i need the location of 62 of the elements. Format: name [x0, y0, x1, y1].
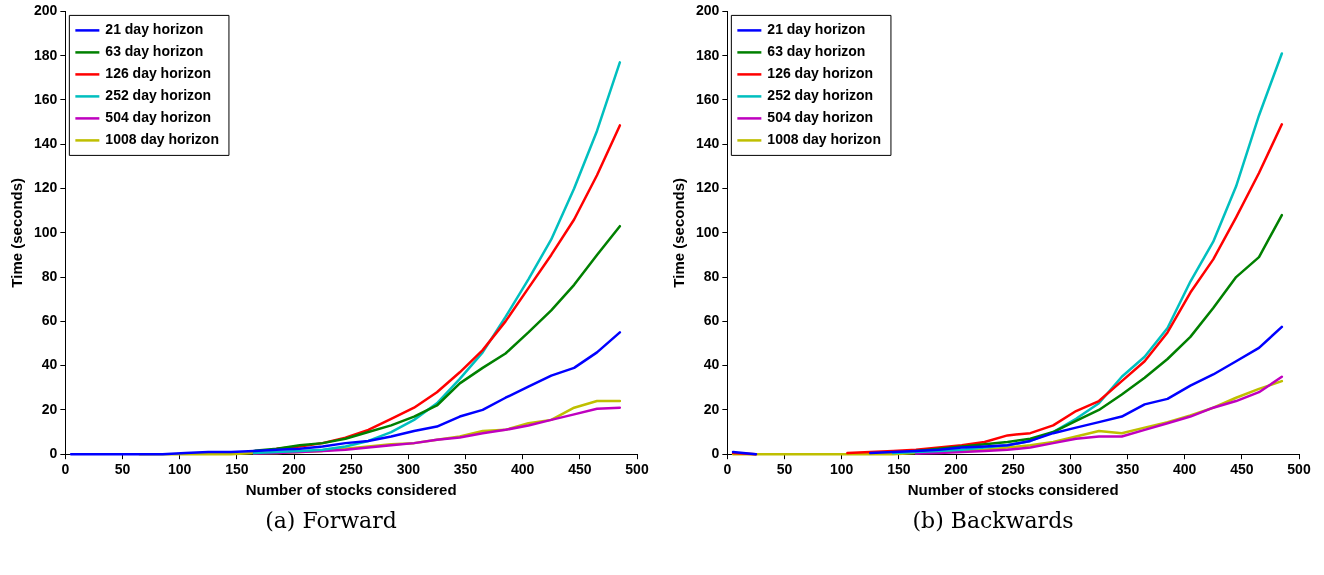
y-tick-label: 140: [696, 135, 720, 152]
legend-label: 504 day horizon: [767, 109, 874, 126]
legend-label: 252 day horizon: [105, 87, 212, 104]
x-tick-label: 350: [1115, 461, 1140, 478]
legend-label: 252 day horizon: [767, 87, 874, 104]
x-tick-label: 500: [1287, 461, 1311, 478]
x-tick-label: 50: [776, 461, 793, 478]
legend-label: 1008 day horizon: [767, 131, 881, 148]
y-tick-label: 200: [34, 2, 58, 19]
legend-label: 21 day horizon: [105, 21, 204, 38]
x-tick-label: 300: [1058, 461, 1083, 478]
y-tick-label: 180: [696, 46, 720, 63]
x-tick-label: 100: [168, 461, 192, 478]
y-tick-label: 40: [703, 356, 720, 373]
y-tick-label: 60: [41, 312, 58, 329]
x-tick-label: 250: [1001, 461, 1026, 478]
y-tick-label: 100: [34, 223, 58, 240]
y-tick-label: 20: [41, 400, 58, 417]
y-tick-label: 120: [696, 179, 720, 196]
y-tick-label: 0: [711, 445, 720, 462]
x-tick-label: 400: [1172, 461, 1197, 478]
y-tick-label: 60: [703, 312, 720, 329]
y-tick-label: 200: [696, 2, 720, 19]
x-tick-label: 250: [339, 461, 364, 478]
y-tick-label: 40: [41, 356, 58, 373]
x-tick-label: 150: [887, 461, 911, 478]
legend-label: 63 day horizon: [105, 43, 204, 60]
y-tick-label: 100: [696, 223, 720, 240]
y-tick-label: 120: [34, 179, 58, 196]
x-tick-label: 400: [510, 461, 535, 478]
y-tick-label: 0: [49, 445, 58, 462]
x-tick-label: 350: [453, 461, 478, 478]
y-tick-label: 140: [34, 135, 58, 152]
y-tick-label: 160: [34, 90, 58, 107]
x-tick-label: 0: [61, 461, 70, 478]
x-tick-label: 50: [114, 461, 131, 478]
text: (a) Forward: [264, 508, 398, 533]
text: (b) Backwards: [911, 508, 1075, 533]
x-tick-label: 200: [282, 461, 306, 478]
y-tick-label: 20: [703, 400, 720, 417]
legend-label: 21 day horizon: [767, 21, 866, 38]
x-tick-label: 450: [1230, 461, 1254, 478]
x-tick-label: 450: [568, 461, 592, 478]
y-axis-title: Time (seconds): [670, 177, 688, 288]
x-tick-label: 300: [396, 461, 421, 478]
legend-label: 504 day horizon: [105, 109, 212, 126]
legend-label: 1008 day horizon: [105, 131, 219, 148]
legend-label: 126 day horizon: [767, 65, 874, 82]
x-tick-label: 150: [225, 461, 249, 478]
x-axis-title: Number of stocks considered: [907, 481, 1119, 499]
y-tick-label: 80: [41, 267, 58, 284]
x-axis-title: Number of stocks considered: [245, 481, 457, 499]
x-tick-label: 100: [830, 461, 854, 478]
y-axis-title: Time (seconds): [8, 177, 26, 288]
x-tick-label: 200: [944, 461, 968, 478]
y-tick-label: 160: [696, 90, 720, 107]
legend-label: 63 day horizon: [767, 43, 866, 60]
y-tick-label: 80: [703, 267, 720, 284]
x-tick-label: 0: [723, 461, 732, 478]
legend-label: 126 day horizon: [105, 65, 212, 82]
x-tick-label: 500: [625, 461, 649, 478]
y-tick-label: 180: [34, 46, 58, 63]
